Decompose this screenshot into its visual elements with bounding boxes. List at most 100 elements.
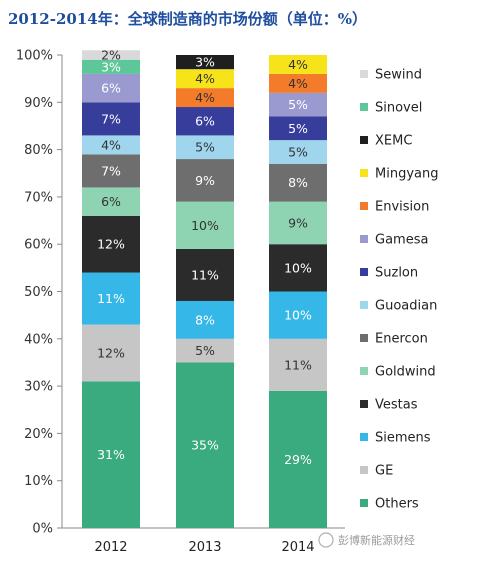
bar-segment-sinovel-2012 — [82, 59, 140, 74]
legend-item-envision: Envision — [360, 200, 429, 215]
y-tick-label: 90% — [24, 96, 53, 111]
legend-swatch — [360, 169, 368, 177]
data-label-enercon-2012: 7% — [101, 163, 121, 178]
legend-item-enercon: Enercon — [360, 332, 428, 347]
legend-item-xemc: XEMC — [360, 134, 412, 149]
y-tick-label: 70% — [24, 190, 53, 205]
bar-segment-others-2013 — [176, 362, 234, 528]
y-tick-label: 60% — [24, 238, 53, 253]
data-label-guoadian-2012: 4% — [101, 137, 121, 152]
bar-segment-enercon-2014 — [269, 163, 327, 202]
bar-segment-goldwind-2014 — [269, 201, 327, 245]
data-label-sewind-2012: 2% — [101, 48, 121, 63]
bar-segment-ge-2012 — [82, 324, 140, 382]
legend-swatch — [360, 301, 368, 309]
y-tick-label: 50% — [24, 285, 53, 300]
legend-label: GE — [375, 464, 393, 479]
bar-segment-guoadian-2013 — [176, 135, 234, 160]
legend-label: Gamesa — [375, 233, 428, 248]
legend-label: Mingyang — [375, 167, 438, 182]
legend-item-guoadian: Guoadian — [360, 299, 437, 314]
bar-segment-envision-2014 — [269, 73, 327, 93]
bar-segment-others-2012 — [82, 381, 140, 528]
data-label-enercon-2013: 9% — [195, 173, 215, 188]
bar-segment-goldwind-2012 — [82, 187, 140, 216]
y-tick-label: 40% — [24, 332, 53, 347]
legend: Sewind Sinovel XEMC Mingyang Envision Gamesa S… — [360, 68, 438, 512]
data-label-goldwind-2013: 10% — [191, 218, 219, 233]
legend-label: Siemens — [375, 431, 431, 446]
legend-swatch — [360, 334, 368, 342]
bar-segment-suzlon-2013 — [176, 107, 234, 136]
legend-label: Sinovel — [375, 101, 422, 116]
legend-swatch — [360, 367, 368, 375]
legend-label: Others — [375, 497, 419, 512]
x-tick-label: 2013 — [188, 540, 221, 555]
bar-segment-enercon-2012 — [82, 154, 140, 188]
data-label-guoadian-2013: 5% — [195, 140, 215, 155]
data-label-suzlon-2012: 7% — [101, 111, 121, 126]
data-label-goldwind-2012: 6% — [101, 194, 121, 209]
legend-swatch — [360, 268, 368, 276]
legend-label: Vestas — [375, 398, 418, 413]
bar-segment-sewind-2012 — [82, 50, 140, 60]
data-label-gamesa-2014: 5% — [288, 97, 308, 112]
bar-segment-suzlon-2012 — [82, 102, 140, 136]
legend-item-sewind: Sewind — [360, 68, 422, 83]
bar-stack-2014: 29% 11% 10% 10% 9% 8% 5% 5% 5% 4% 4% — [269, 55, 327, 528]
legend-item-suzlon: Suzlon — [360, 266, 418, 281]
bar-segment-siemens-2012 — [82, 272, 140, 325]
bar-segment-siemens-2013 — [176, 300, 234, 339]
bars-area: 31%12%11%12%6%7%4%7%6%3%2%35%5%8%11%10%9… — [82, 48, 327, 528]
y-axis: 0% 10% 20% 30% 40% 50% 60% 70% 80% 90% 100% — [16, 49, 345, 537]
legend-label: XEMC — [375, 134, 412, 149]
data-label-mingyang-2013: 4% — [195, 71, 215, 86]
legend-item-siemens: Siemens — [360, 431, 431, 446]
watermark-logo-icon — [318, 532, 334, 548]
x-tick-label: 2014 — [281, 540, 314, 555]
chart-title: 2012-2014年：全球制造商的市场份额（单位：%） — [8, 10, 367, 28]
bar-segment-enercon-2013 — [176, 159, 234, 202]
legend-swatch — [360, 202, 368, 210]
legend-item-ge: GE — [360, 464, 393, 479]
bar-segment-others-2014 — [269, 390, 327, 528]
data-label-ge-2013: 5% — [195, 343, 215, 358]
data-label-vestas-2014: 10% — [284, 260, 312, 275]
legend-swatch — [360, 235, 368, 243]
x-tick-label: 2012 — [94, 540, 127, 555]
bar-segment-xemc-2013 — [176, 55, 234, 70]
bar-segment-suzlon-2014 — [269, 116, 327, 141]
watermark-text: 彭博新能源财经 — [338, 533, 415, 547]
bar-segment-vestas-2013 — [176, 248, 234, 301]
bar-segment-goldwind-2013 — [176, 201, 234, 249]
data-label-envision-2014: 4% — [288, 76, 308, 91]
bar-segment-gamesa-2014 — [269, 92, 327, 117]
bar-segment-guoadian-2012 — [82, 135, 140, 155]
bar-segment-gamesa-2012 — [82, 73, 140, 103]
bar-segment-vestas-2014 — [269, 244, 327, 292]
legend-label: Guoadian — [375, 299, 437, 314]
legend-swatch — [360, 499, 368, 507]
data-label-guoadian-2014: 5% — [288, 144, 308, 159]
y-tick-label: 100% — [16, 49, 53, 64]
data-label-vestas-2012: 12% — [97, 237, 125, 252]
data-label-goldwind-2014: 9% — [288, 215, 308, 230]
legend-swatch — [360, 466, 368, 474]
bar-segment-mingyang-2014 — [269, 55, 327, 74]
bar-segment-ge-2014 — [269, 338, 327, 391]
bar-segment-siemens-2014 — [269, 291, 327, 339]
legend-item-others: Others — [360, 497, 419, 512]
data-label-suzlon-2014: 5% — [288, 121, 308, 136]
legend-swatch — [360, 103, 368, 111]
data-label-vestas-2013: 11% — [191, 267, 219, 282]
legend-label: Enercon — [375, 332, 428, 347]
legend-label: Goldwind — [375, 365, 436, 380]
data-label-siemens-2013: 8% — [195, 312, 215, 327]
y-tick-label: 0% — [32, 522, 53, 537]
watermark: 彭博新能源财经 — [318, 532, 415, 548]
bar-stack-2013: 35%5%8%11%10%9%5%6%4%4%3% — [176, 55, 234, 528]
bar-stack-2012: 31% 12% 11% 12% 6% 7% 4% 7% 6% 3%2% — [82, 48, 140, 528]
bar-segment-guoadian-2014 — [269, 140, 327, 164]
legend-label: Sewind — [375, 68, 422, 83]
